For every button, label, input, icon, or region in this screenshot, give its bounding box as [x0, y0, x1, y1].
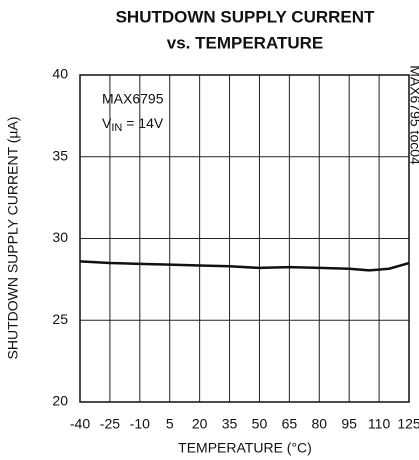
y-tick-label: 20	[52, 393, 68, 409]
condition: VIN = 14V	[102, 115, 164, 134]
data-line	[79, 260, 410, 272]
y-tick-label: 40	[52, 66, 68, 82]
x-tick-label: 65	[282, 416, 298, 432]
x-tick-label: -25	[100, 416, 120, 432]
condition-symbol: V	[102, 115, 112, 131]
x-tick-label: 50	[252, 416, 268, 432]
x-tick-label: -10	[130, 416, 150, 432]
x-tick-label: 125	[397, 416, 419, 432]
condition-value: = 14V	[122, 115, 164, 131]
x-axis-label: TEMPERATURE (°C)	[178, 440, 312, 456]
annotation: MAX6795	[102, 91, 164, 107]
chart-title: vs. TEMPERATURE	[167, 33, 324, 52]
condition-subscript: IN	[111, 122, 122, 134]
y-tick-label: 30	[52, 229, 68, 245]
x-tick-label: 20	[192, 416, 208, 432]
plot-frame	[79, 74, 410, 403]
y-tick-label: 25	[52, 311, 68, 327]
chart-title: SHUTDOWN SUPPLY CURRENT	[116, 7, 375, 26]
x-tick-label: 110	[368, 416, 391, 432]
y-axis-label: SHUTDOWN SUPPLY CURRENT (µA)	[5, 117, 21, 360]
y-tick-label: 35	[52, 147, 68, 163]
x-tick-label: 35	[222, 416, 238, 432]
x-tick-label: 5	[166, 416, 174, 432]
x-tick-label: 95	[341, 416, 357, 432]
x-tick-label: -40	[70, 416, 90, 432]
x-tick-label: 80	[311, 416, 327, 432]
figure-id: MAX6795 toc04	[407, 65, 419, 165]
